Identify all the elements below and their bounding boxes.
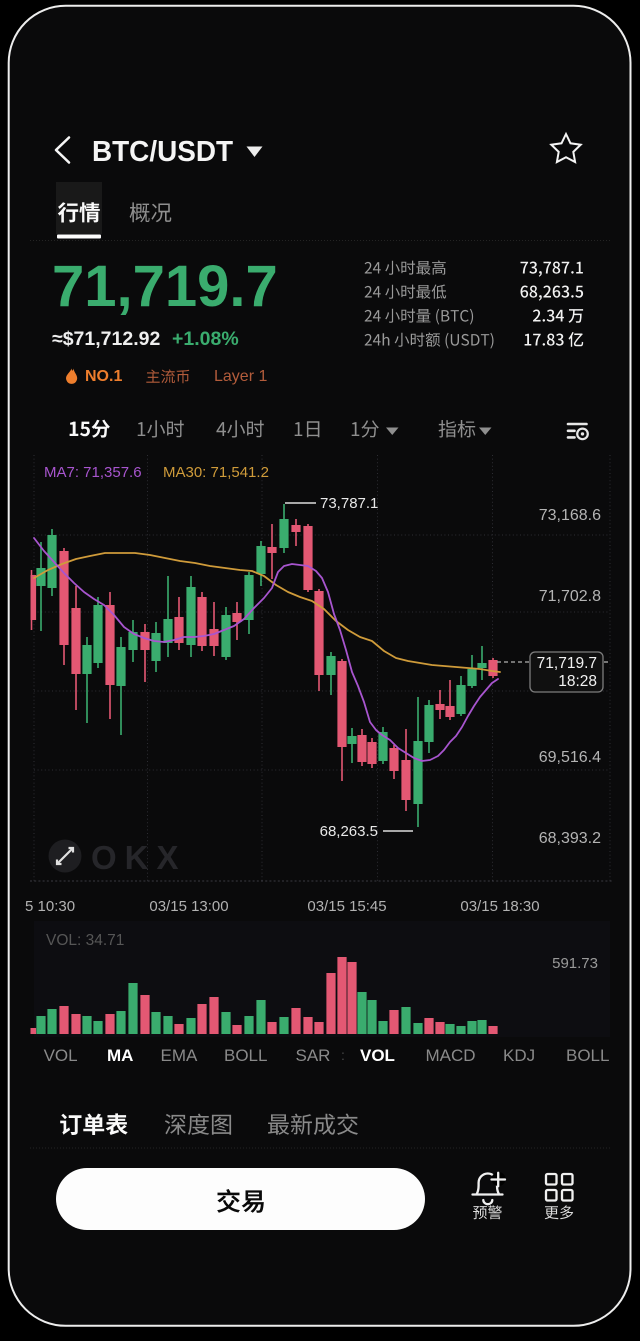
svg-text:71,702.8: 71,702.8 xyxy=(539,588,601,605)
svg-text:5 10:30: 5 10:30 xyxy=(25,898,75,915)
svg-text:68,263.5: 68,263.5 xyxy=(320,823,378,840)
svg-text:18:28: 18:28 xyxy=(558,673,597,690)
svg-text:73,787.1: 73,787.1 xyxy=(320,495,378,512)
svg-text:BTC/USDT: BTC/USDT xyxy=(92,136,233,168)
svg-text:69,516.4: 69,516.4 xyxy=(539,749,601,766)
svg-text:BOLL: BOLL xyxy=(224,1046,267,1065)
svg-text:71,719.7: 71,719.7 xyxy=(52,254,278,319)
svg-text:EMA: EMA xyxy=(161,1046,199,1065)
svg-text:BOLL: BOLL xyxy=(566,1046,609,1065)
svg-text:SAR: SAR xyxy=(296,1046,331,1065)
svg-text:VOL: VOL xyxy=(44,1046,78,1065)
svg-text:71,719.7: 71,719.7 xyxy=(537,655,597,672)
svg-text:+1.08%: +1.08% xyxy=(172,328,239,350)
svg-text:73,168.6: 73,168.6 xyxy=(539,507,601,524)
svg-text:OKX: OKX xyxy=(91,839,187,876)
svg-text:MACD: MACD xyxy=(426,1046,476,1065)
svg-text:VOL: 34.71: VOL: 34.71 xyxy=(46,932,124,949)
svg-text:MA: MA xyxy=(107,1046,133,1065)
svg-text:MA7: 71,357.6: MA7: 71,357.6 xyxy=(44,464,142,481)
svg-text:KDJ: KDJ xyxy=(503,1046,535,1065)
svg-text:03/15 15:45: 03/15 15:45 xyxy=(307,898,386,915)
svg-text:VOL: VOL xyxy=(360,1046,395,1065)
svg-text:Layer 1: Layer 1 xyxy=(214,368,267,385)
svg-text:03/15 13:00: 03/15 13:00 xyxy=(149,898,228,915)
svg-text:68,393.2: 68,393.2 xyxy=(539,830,601,847)
svg-text:NO.1: NO.1 xyxy=(85,368,122,385)
svg-text::: : xyxy=(341,1047,345,1063)
svg-text:03/15 18:30: 03/15 18:30 xyxy=(460,898,539,915)
svg-text:591.73: 591.73 xyxy=(552,955,598,972)
svg-text:MA30: 71,541.2: MA30: 71,541.2 xyxy=(163,464,269,481)
svg-text:≈$71,712.92: ≈$71,712.92 xyxy=(52,328,160,350)
